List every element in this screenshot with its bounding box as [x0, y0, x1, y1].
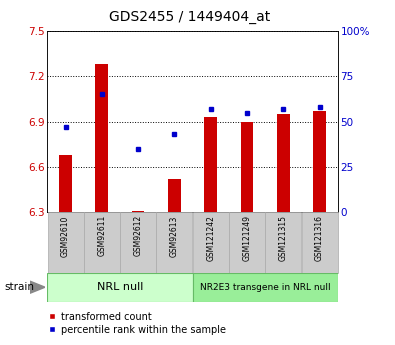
Text: GSM92611: GSM92611 — [97, 215, 106, 256]
Text: strain: strain — [4, 282, 34, 292]
Bar — [156, 212, 192, 273]
Bar — [229, 212, 265, 273]
Bar — [277, 114, 290, 212]
Bar — [120, 212, 156, 273]
Bar — [47, 212, 83, 273]
Bar — [313, 111, 326, 212]
Text: GSM121316: GSM121316 — [315, 215, 324, 261]
Bar — [302, 212, 338, 273]
Legend: transformed count, percentile rank within the sample: transformed count, percentile rank withi… — [44, 308, 230, 338]
Text: NR2E3 transgene in NRL null: NR2E3 transgene in NRL null — [200, 283, 331, 292]
Text: GSM121315: GSM121315 — [279, 215, 288, 261]
Text: GSM92613: GSM92613 — [170, 215, 179, 257]
Text: GSM121249: GSM121249 — [243, 215, 252, 261]
Bar — [59, 155, 72, 212]
Text: NRL null: NRL null — [97, 282, 143, 292]
Bar — [96, 64, 108, 212]
Text: GDS2455 / 1449404_at: GDS2455 / 1449404_at — [109, 10, 270, 24]
Bar — [265, 212, 301, 273]
Text: GSM92612: GSM92612 — [134, 215, 143, 256]
Bar — [193, 212, 229, 273]
Bar — [132, 211, 145, 212]
Text: GSM121242: GSM121242 — [206, 215, 215, 261]
Polygon shape — [30, 281, 45, 293]
Bar — [204, 117, 217, 212]
Text: GSM92610: GSM92610 — [61, 215, 70, 257]
Bar — [168, 179, 181, 212]
Bar — [47, 273, 193, 302]
Bar — [241, 121, 253, 212]
Bar — [84, 212, 120, 273]
Bar — [193, 273, 338, 302]
